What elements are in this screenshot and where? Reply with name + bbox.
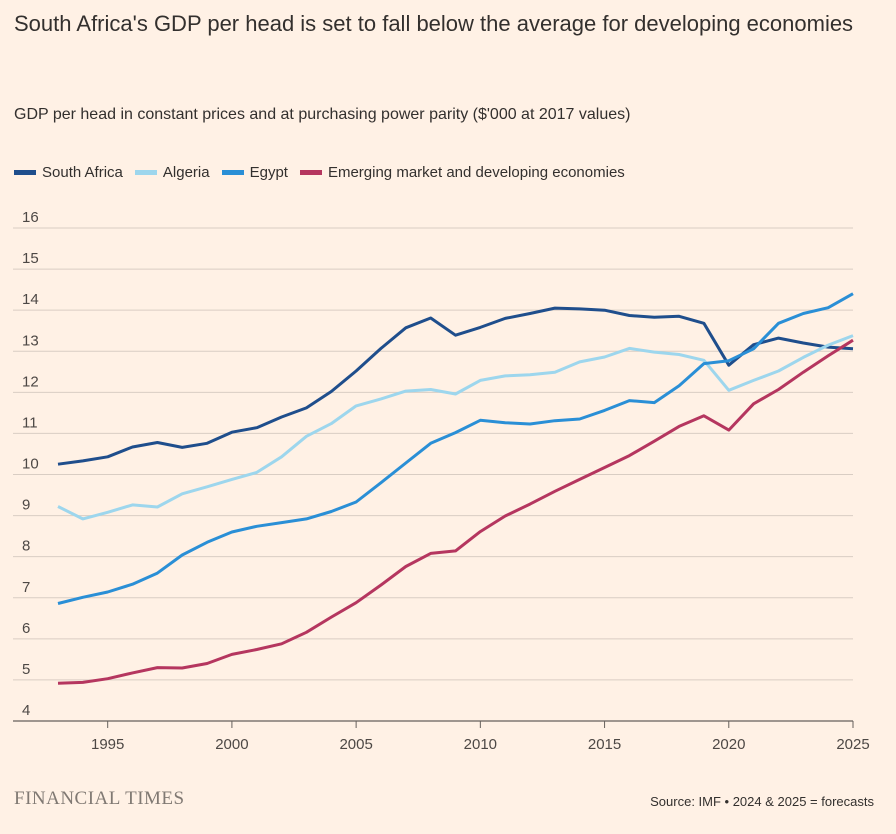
series-line-egypt [57,292,854,605]
y-axis-labels: 4 5 6 7 8 9 10 11 12 13 14 15 16 [22,209,39,719]
y-tick-label: 6 [22,620,30,637]
x-tick-label: 2000 [215,736,248,753]
legend-item-egypt: Egypt [221,164,288,181]
x-tick-label: 2020 [712,736,745,753]
legend-item-south-africa: South Africa [14,164,123,181]
series-line-south-africa [57,306,854,466]
x-axis: 1995 2000 2005 2010 2015 2020 2025 [91,721,870,753]
legend-swatch [299,170,322,175]
y-tick-label: 11 [22,414,38,431]
y-tick-label: 13 [22,332,39,349]
y-tick-label: 15 [22,250,39,267]
legend-swatch [221,170,244,175]
y-tick-label: 5 [22,661,30,678]
legend-label: South Africa [42,164,123,181]
y-tick-label: 10 [22,456,39,473]
series-line-emerging-market-and-developing-economies [57,338,854,685]
y-tick-label: 16 [22,209,39,226]
legend-item-emde: Emerging market and developing economies [299,164,625,181]
series-line-algeria [57,334,854,521]
y-tick-label: 14 [22,291,39,308]
legend-swatch [134,170,157,175]
x-tick-label: 2015 [588,736,621,753]
y-tick-label: 7 [22,579,30,596]
legend-swatch [14,170,36,175]
brand-logo: FINANCIAL TIMES [14,788,185,809]
legend-label: Algeria [162,164,210,181]
source-note: Source: IMF • 2024 & 2025 = forecasts [650,794,874,809]
chart-legend: South Africa Algeria Egypt Emerging mark… [14,164,637,181]
y-tick-label: 9 [22,497,30,514]
chart-title: South Africa's GDP per head is set to fa… [14,11,854,36]
legend-label: Egypt [249,164,288,181]
x-tick-label: 2005 [339,736,372,753]
y-tick-label: 12 [22,373,39,390]
x-tick-label: 2025 [836,736,869,753]
series-lines [57,292,854,685]
x-tick-label: 1995 [91,736,124,753]
y-tick-label: 8 [22,538,30,555]
y-tick-label: 4 [22,702,30,719]
grid-lines [13,227,853,722]
chart-subtitle: GDP per head in constant prices and at p… [14,106,631,123]
legend-item-algeria: Algeria [134,164,210,181]
x-tick-label: 2010 [464,736,497,753]
legend-label: Emerging market and developing economies [327,164,625,181]
